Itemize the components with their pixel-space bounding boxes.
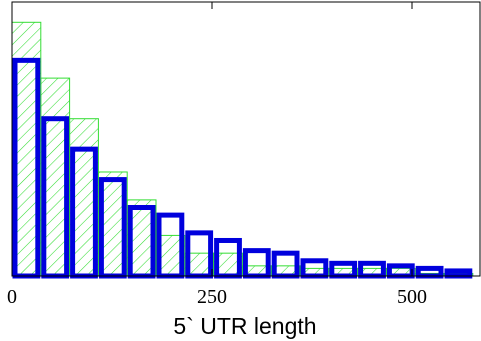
plot-frame (11, 1, 481, 277)
x-tick-label: 250 (197, 286, 227, 308)
tick-labels: 0 250 500 (7, 286, 427, 308)
x-tick-label: 500 (397, 286, 427, 308)
x-axis-label: 5` UTR length (173, 313, 316, 339)
axes (11, 1, 481, 277)
x-tick-label: 0 (7, 286, 17, 308)
